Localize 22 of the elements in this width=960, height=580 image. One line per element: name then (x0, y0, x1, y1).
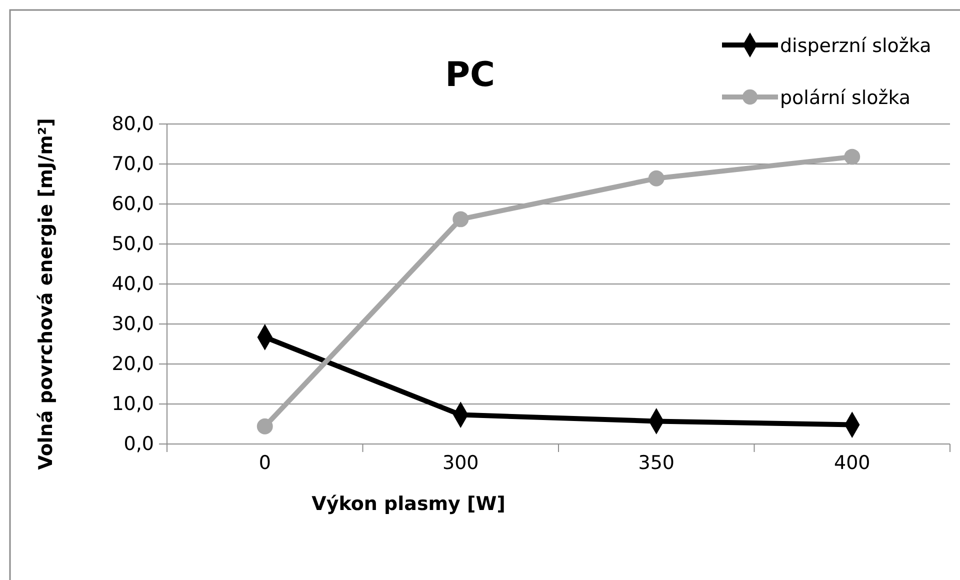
point (452, 211, 469, 228)
y-tick-label: 20,0 (112, 353, 154, 376)
x-tick-label: 300 (442, 452, 479, 474)
point (256, 418, 273, 434)
y-tick-label: 40,0 (112, 273, 154, 296)
y-tick-label: 80,0 (112, 113, 154, 136)
x-tick-label: 0 (258, 452, 271, 474)
x-axis-title: Výkon plasmy [W] (312, 493, 506, 515)
y-tick-label: 10,0 (112, 393, 154, 416)
x-tick-label: 400 (834, 452, 870, 474)
legend-label: disperzní složka (780, 35, 932, 57)
y-tick-label: 60,0 (112, 193, 154, 216)
point (844, 148, 860, 165)
chart-title: PC (445, 55, 495, 95)
y-axis-title: Volná povrchová energie [mJ/m²] (35, 118, 57, 470)
y-tick-label: 70,0 (112, 153, 154, 176)
legend-label: polární složka (780, 87, 911, 109)
y-tick-label: 0,0 (124, 433, 154, 456)
point (648, 170, 664, 186)
y-tick-label: 50,0 (112, 233, 154, 256)
x-tick-label: 350 (638, 452, 675, 474)
y-tick-label: 30,0 (112, 313, 154, 336)
